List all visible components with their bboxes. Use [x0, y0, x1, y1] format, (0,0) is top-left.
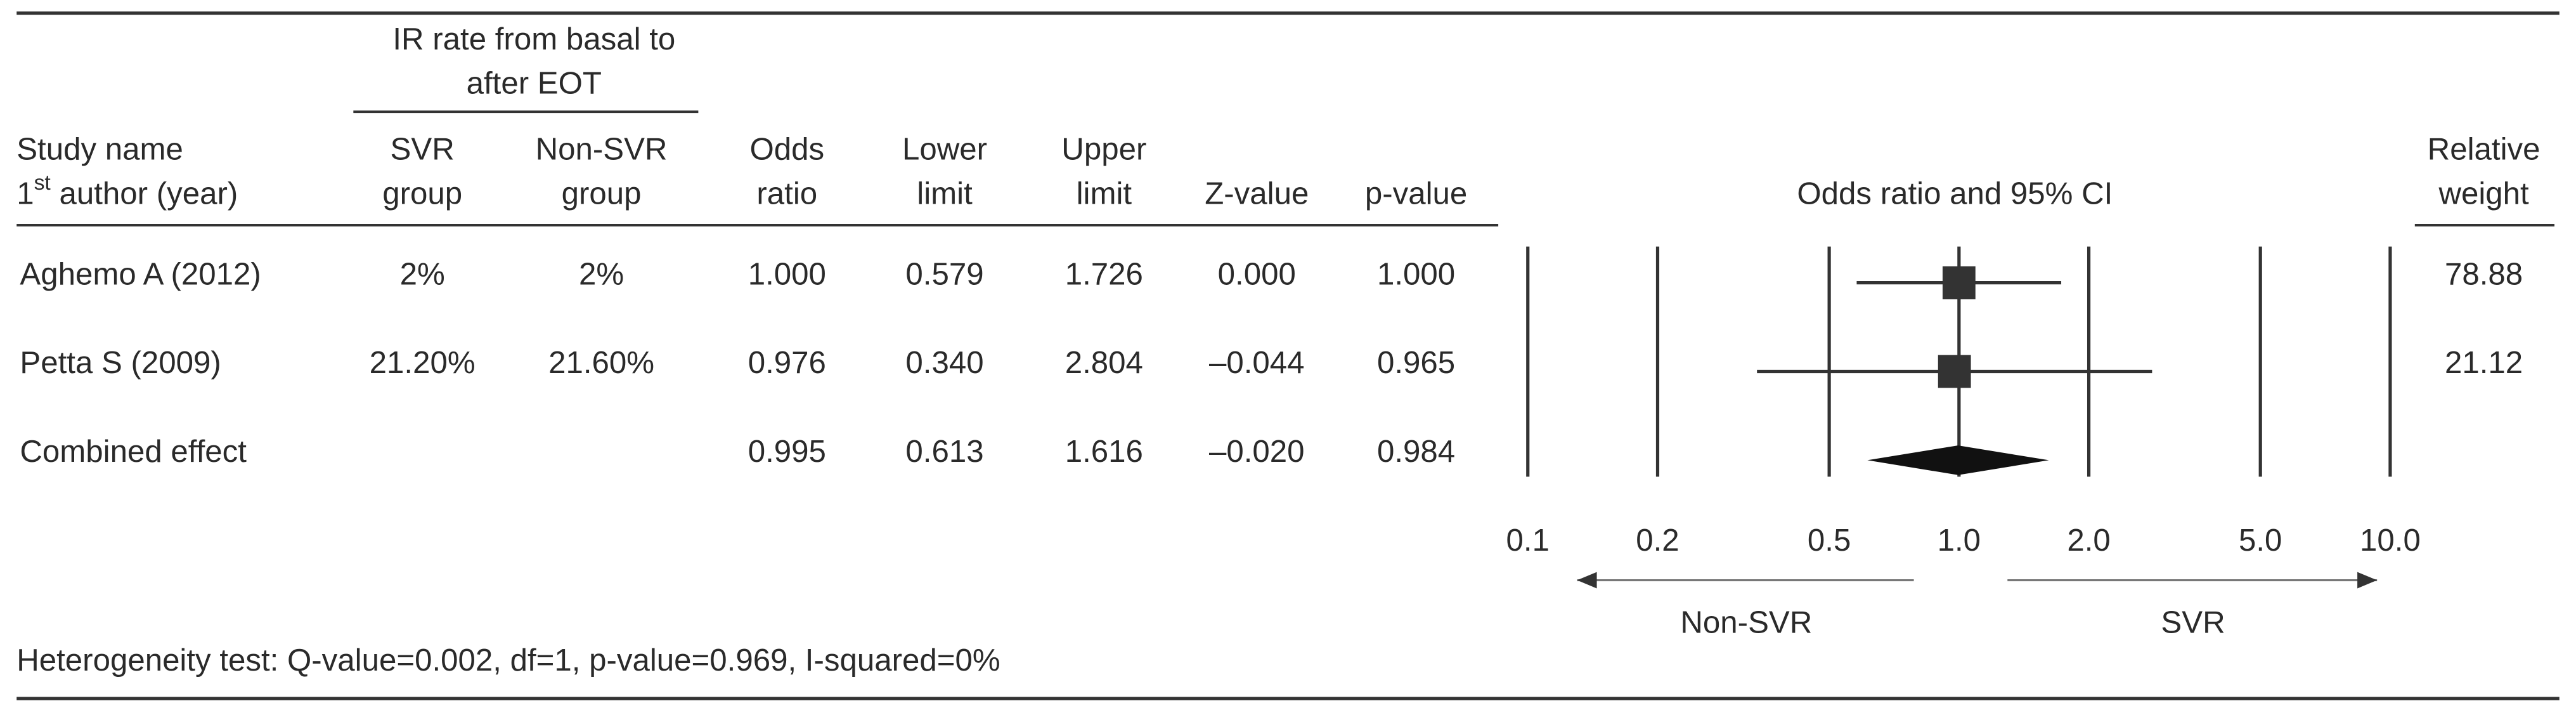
- plot-title: Odds ratio and 95% CI: [1797, 176, 2113, 211]
- study-header-num: 1: [16, 176, 34, 211]
- column-header: group: [382, 176, 462, 211]
- column-header: SVR: [391, 131, 455, 166]
- x-tick-label: 0.1: [1506, 523, 1550, 558]
- cell: –0.044: [1209, 345, 1305, 380]
- study-name: Combined effect: [20, 434, 247, 469]
- cell: 2.804: [1065, 345, 1143, 380]
- column-header: limit: [1077, 176, 1132, 211]
- study-name: Petta S (2009): [20, 345, 221, 380]
- odds-ratio-marker: [1942, 266, 1976, 299]
- x-tick-label: 5.0: [2239, 523, 2282, 558]
- cell: 1.000: [748, 256, 826, 291]
- column-header: group: [562, 176, 642, 211]
- weight-value: 78.88: [2445, 256, 2523, 291]
- x-tick-label: 1.0: [1938, 523, 1981, 558]
- column-header: Z-value: [1205, 176, 1309, 211]
- weight-header: weight: [2438, 176, 2529, 211]
- cell: 21.60%: [548, 345, 654, 380]
- group-header: after EOT: [467, 66, 602, 101]
- cell: 1.726: [1065, 256, 1143, 291]
- study-header-sup: st: [34, 171, 51, 195]
- column-header: p-value: [1365, 176, 1467, 211]
- cell: 2%: [579, 256, 624, 291]
- column-header: Odds: [749, 131, 824, 166]
- cell: 1.000: [1377, 256, 1455, 291]
- odds-ratio-marker: [1938, 355, 1971, 388]
- cell: 0.000: [1218, 256, 1296, 291]
- study-name: Aghemo A (2012): [20, 256, 261, 291]
- x-tick-label: 0.2: [1636, 523, 1679, 558]
- x-tick-label: 10.0: [2360, 523, 2421, 558]
- cell: 21.20%: [370, 345, 476, 380]
- weight-header: Relative: [2428, 131, 2540, 166]
- x-tick-label: 0.5: [1808, 523, 1851, 558]
- footnote: Heterogeneity test: Q-value=0.002, df=1,…: [16, 643, 1000, 678]
- study-header: 1st author (year): [16, 171, 238, 211]
- cell: 1.616: [1065, 434, 1143, 469]
- right-arrowhead: [2357, 572, 2378, 589]
- column-header: Lower: [902, 131, 987, 166]
- cell: 0.995: [748, 434, 826, 469]
- cell: 0.984: [1377, 434, 1455, 469]
- column-header: Non-SVR: [536, 131, 668, 166]
- combined-diamond: [1867, 445, 2049, 475]
- cell: 0.976: [748, 345, 826, 380]
- cell: –0.020: [1209, 434, 1305, 469]
- weight-value: 21.12: [2445, 345, 2523, 380]
- column-header: ratio: [756, 176, 817, 211]
- right-direction-label: SVR: [2161, 605, 2225, 640]
- x-tick-label: 2.0: [2067, 523, 2110, 558]
- cell: 0.340: [905, 345, 983, 380]
- left-direction-label: Non-SVR: [1680, 605, 1812, 640]
- cell: 0.613: [905, 434, 983, 469]
- cell: 0.579: [905, 256, 983, 291]
- study-header: Study name: [16, 131, 183, 166]
- column-header: limit: [917, 176, 973, 211]
- left-arrowhead: [1577, 572, 1597, 589]
- column-header: Upper: [1061, 131, 1146, 166]
- group-header: IR rate from basal to: [392, 22, 675, 56]
- cell: 0.965: [1377, 345, 1455, 380]
- cell: 2%: [400, 256, 445, 291]
- study-header-rest: author (year): [51, 176, 238, 211]
